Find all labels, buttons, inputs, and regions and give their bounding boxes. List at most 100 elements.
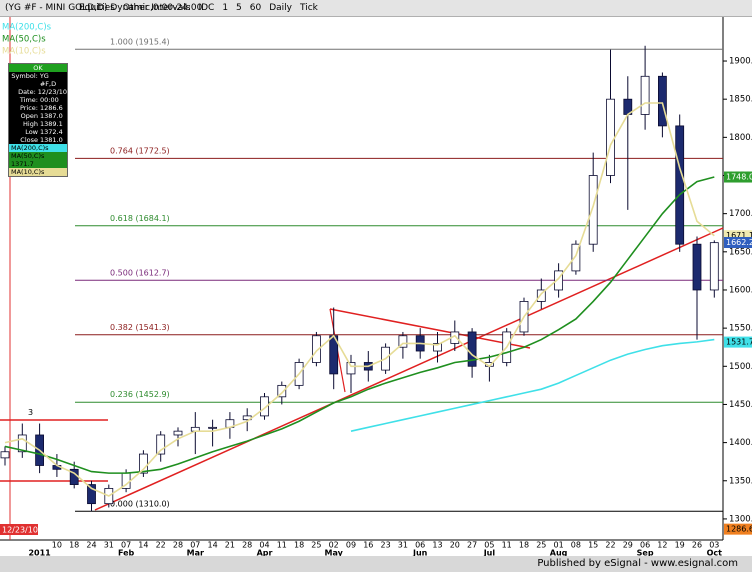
- data-window: OK Symbol: YG #F,D Date: 12/23/10 Time: 00:00…: [8, 63, 68, 177]
- data-value: 1387.0: [40, 112, 63, 120]
- candle-body: [173, 430, 183, 436]
- x-tick-label: 24: [86, 541, 96, 550]
- fib-label: 0.382 (1541.3): [110, 323, 170, 332]
- y-tick-label: 1650.0: [729, 247, 752, 257]
- study-row: MA(10,C)s: [9, 168, 67, 176]
- data-row: Date: 12/23/10: [9, 88, 67, 96]
- candle-body: [588, 175, 598, 245]
- candle-body: [640, 75, 650, 115]
- price-tag: [724, 230, 752, 242]
- candle-body: [658, 75, 667, 127]
- x-tick-label: 03: [709, 541, 719, 550]
- x-tick-label: 25: [311, 541, 321, 550]
- price-tag: [724, 336, 752, 348]
- ma-line: [350, 338, 715, 432]
- toolbar-button[interactable]: 60: [249, 3, 262, 13]
- price-tag-label: 1531.7: [726, 338, 752, 347]
- data-value: 1372.4: [40, 128, 63, 136]
- x-month-label: Apr: [257, 549, 273, 557]
- marker-label: 3: [28, 408, 33, 417]
- data-key: Low: [25, 128, 38, 136]
- x-tick-label: 01: [554, 541, 564, 550]
- candle-body: [433, 342, 442, 352]
- y-tick-label: 1550.0: [729, 324, 752, 334]
- price-tag-label: 1671.1: [726, 231, 752, 240]
- x-tick-label: 18: [519, 541, 529, 550]
- x-tick-label: 18: [294, 541, 304, 550]
- data-row: High 1389.1: [9, 120, 67, 128]
- x-tick-label: 08: [571, 541, 581, 550]
- price-tag: [724, 171, 752, 183]
- fib-label: 0.618 (1684.1): [110, 214, 170, 223]
- cursor-date-box: [0, 524, 38, 535]
- candle-body: [346, 362, 356, 375]
- candle-body: [467, 331, 477, 367]
- price-tag: [724, 523, 752, 535]
- x-month-label: Jul: [483, 549, 496, 557]
- x-tick-label: 04: [259, 541, 269, 550]
- x-month-label: Aug: [550, 549, 568, 557]
- toolbar-button[interactable]: Tick: [300, 3, 318, 13]
- status-bar: Published by eSignal - www.esignal.com: [0, 556, 752, 572]
- y-tick-label: 1900.0: [729, 57, 752, 67]
- x-tick-label: 22: [156, 541, 166, 550]
- candle-body: [156, 434, 166, 455]
- x-tick-label: 11: [277, 541, 287, 550]
- x-tick-label: 31: [398, 541, 408, 550]
- candle-body: [709, 242, 719, 291]
- x-tick-label: 18: [69, 541, 79, 550]
- toolbar-button[interactable]: 5: [236, 3, 242, 13]
- symbol-title: (YG #F - MINI GOLD,D) Dynamic,0:00-24:00: [5, 3, 203, 13]
- candle-body: [554, 270, 563, 291]
- y-tick-label: 1500.0: [729, 362, 752, 372]
- trend-line: [329, 308, 531, 349]
- x-tick-label: 14: [208, 541, 218, 550]
- data-row: Open 1387.0: [9, 112, 67, 120]
- candle-body: [260, 396, 269, 417]
- data-row: Close 1381.0: [9, 136, 67, 144]
- toolbar-button[interactable]: Daily: [269, 3, 293, 13]
- x-tick-label: 14: [138, 541, 148, 550]
- study-row: MA(200,C)s: [9, 144, 67, 152]
- fib-label: 0.236 (1452.9): [110, 390, 170, 399]
- candle-body: [675, 125, 685, 245]
- x-tick-label: 02: [329, 541, 339, 550]
- plot-area: [0, 16, 723, 540]
- price-tag: [724, 237, 752, 249]
- data-key: Symbol:: [11, 72, 38, 80]
- candle-body: [536, 289, 546, 302]
- y-tick-label: 1300.0: [729, 514, 752, 524]
- x-month-label: 2011: [28, 549, 51, 557]
- toolbar-items: Equities Other Intervals IDC 1 5 60 Daily Tick: [76, 0, 323, 16]
- publisher: Published by eSignal - www.esignal.com: [537, 558, 738, 569]
- data-key: Close: [20, 136, 38, 144]
- data-value: 1286.6: [40, 104, 63, 112]
- legend-entry: MA(50,C)s: [2, 35, 46, 45]
- candle-body: [692, 243, 702, 291]
- data-window-header: OK: [9, 64, 67, 72]
- candle-body: [571, 243, 581, 272]
- x-month-label: Oct: [707, 549, 723, 557]
- study-row: MA(50,C)s 1371.7: [9, 152, 67, 168]
- chart: 12/23/10 3 1.000 (1915.4) 0.764 (1772.5) 0…: [0, 16, 752, 557]
- x-tick-label: 21: [225, 541, 235, 550]
- x-tick-label: 11: [502, 541, 512, 550]
- toolbar-button[interactable]: Equities: [79, 3, 115, 13]
- fib-label: 0.000 (1310.0): [110, 499, 170, 508]
- data-key: Date:: [18, 88, 36, 96]
- toolbar-button[interactable]: Other Intervals: [122, 3, 191, 13]
- data-key: Open: [20, 112, 38, 120]
- x-tick-label: 06: [640, 541, 650, 550]
- x-month-label: Feb: [118, 549, 135, 557]
- y-tick-label: 1350.0: [729, 476, 752, 486]
- x-tick-label: 09: [346, 541, 356, 550]
- toolbar-button[interactable]: IDC: [198, 3, 215, 13]
- x-tick-label: 19: [675, 541, 685, 550]
- x-tick-label: 05: [484, 541, 494, 550]
- x-tick-label: 26: [692, 541, 702, 550]
- data-key: High: [23, 120, 38, 128]
- fib-label: 0.500 (1612.7): [110, 268, 170, 277]
- trend-line: [94, 227, 724, 511]
- data-key: Time:: [19, 96, 38, 104]
- toolbar-button[interactable]: 1: [222, 3, 229, 13]
